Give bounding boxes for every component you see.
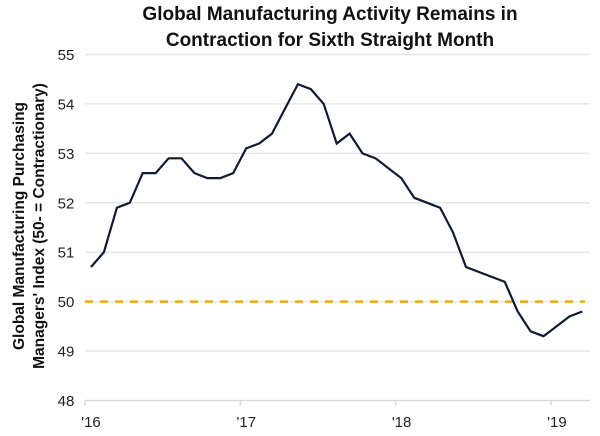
- y-tick-label: 53: [58, 146, 75, 163]
- y-tick-label: 54: [58, 96, 75, 113]
- y-tick-label: 51: [58, 245, 75, 262]
- y-axis-ticks: 48 49 50 51 52 53 54 55: [58, 47, 75, 410]
- chart-title: Global Manufacturing Activity Remains in…: [60, 2, 600, 54]
- gridlines: [85, 53, 590, 352]
- series-line: [90, 82, 583, 338]
- x-tick-label: '18: [392, 414, 412, 431]
- series-group: [90, 82, 583, 338]
- x-axis: '16 '17 '18 '19: [81, 399, 590, 431]
- x-tick-label: '17: [237, 414, 257, 431]
- chart-title-line-1: Global Manufacturing Activity Remains in: [142, 4, 518, 25]
- y-tick-label: 55: [58, 47, 75, 64]
- chart-title-line-2: Contraction for Sixth Straight Month: [165, 30, 495, 51]
- y-tick-label: 49: [58, 344, 75, 361]
- y-tick-label: 52: [58, 195, 75, 212]
- y-tick-label: 48: [58, 393, 75, 410]
- x-tick-label: '16: [81, 414, 101, 431]
- y-tick-label: 50: [58, 294, 75, 311]
- x-tick-label: '19: [547, 414, 567, 431]
